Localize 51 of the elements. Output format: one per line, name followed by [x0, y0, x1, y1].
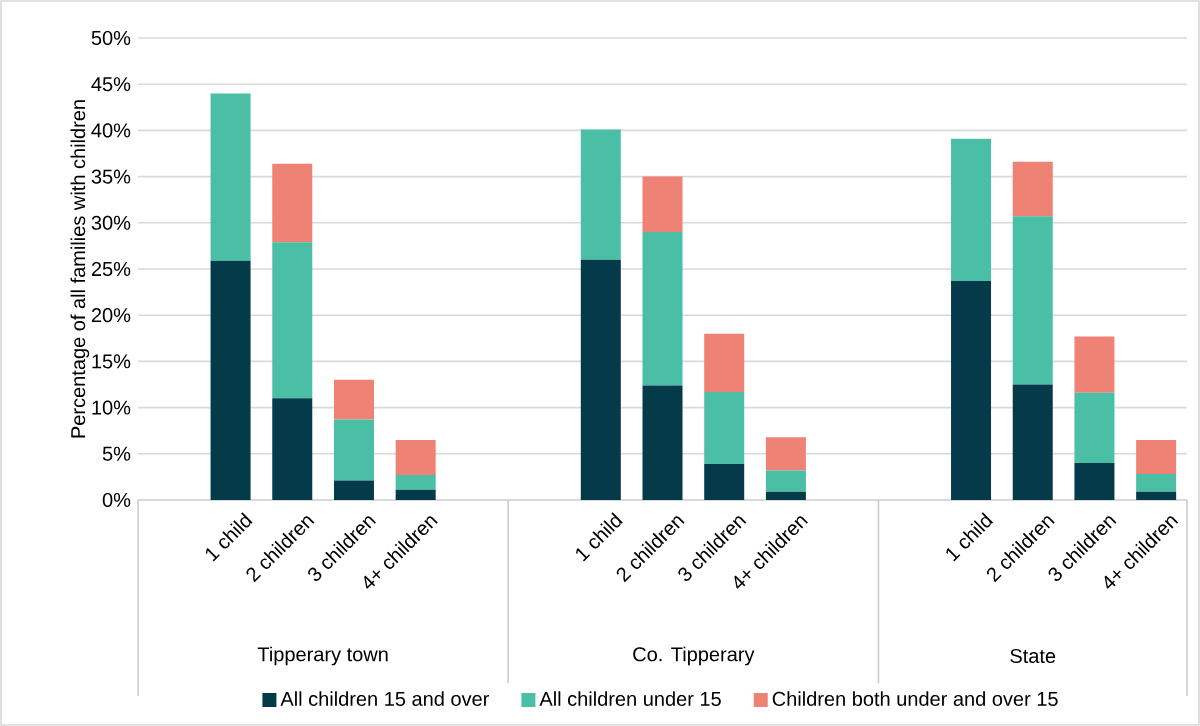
bar	[272, 398, 313, 500]
bar	[765, 491, 806, 500]
bar	[1136, 491, 1177, 500]
y-tick-label: 5%	[102, 446, 131, 461]
bar	[333, 480, 374, 500]
legend-label: All children under 15	[539, 691, 721, 706]
bar	[704, 391, 745, 464]
bar	[272, 242, 313, 399]
bar	[1012, 161, 1053, 217]
bar	[1012, 384, 1053, 500]
y-tick-label: 45%	[91, 77, 131, 92]
y-axis-title: Percentage of all families with children	[70, 100, 90, 438]
bar	[1012, 216, 1053, 385]
bar	[395, 475, 436, 490]
y-tick-label: 50%	[91, 30, 131, 46]
bar	[765, 437, 806, 471]
bar	[642, 232, 683, 386]
text: Co. Tipperary	[633, 646, 755, 666]
bar	[704, 333, 745, 392]
y-tick-label: 40%	[91, 123, 131, 138]
legend-label: Children both under and over 15	[772, 691, 1058, 706]
bar	[333, 379, 374, 420]
bar	[951, 138, 992, 281]
bar	[1136, 439, 1177, 475]
bar	[580, 259, 621, 500]
y-tick-label: 35%	[91, 169, 131, 184]
y-tick-label: 15%	[92, 354, 131, 369]
bar	[272, 163, 313, 243]
bar	[704, 463, 745, 500]
bar	[951, 281, 992, 500]
bar	[1136, 474, 1177, 492]
y-tick-label: 20%	[91, 308, 131, 323]
bar	[210, 93, 251, 261]
y-tick-label: 25%	[91, 261, 131, 277]
bar	[1074, 336, 1115, 393]
text: Tipperary town	[257, 646, 388, 666]
bar	[1074, 392, 1115, 464]
bar	[642, 385, 683, 500]
bar	[210, 260, 251, 500]
bar	[1074, 463, 1115, 500]
legend-label: All children 15 and over	[280, 691, 490, 706]
bar	[642, 176, 683, 233]
bar	[765, 470, 806, 492]
bar	[580, 129, 621, 260]
y-tick-label: 10%	[92, 400, 131, 415]
y-tick-label: 30%	[91, 215, 131, 230]
bar	[395, 489, 436, 500]
text: State	[1010, 648, 1056, 664]
bar	[395, 439, 436, 476]
bar	[333, 419, 374, 481]
y-tick-label: 0%	[102, 492, 131, 508]
